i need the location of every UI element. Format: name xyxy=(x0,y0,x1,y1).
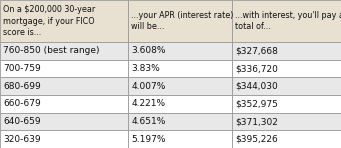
Bar xyxy=(128,77,232,95)
Bar xyxy=(232,0,341,42)
Bar xyxy=(128,130,232,148)
Text: $344,030: $344,030 xyxy=(235,82,278,91)
Bar xyxy=(232,77,341,95)
Bar xyxy=(232,60,341,77)
Bar xyxy=(0,60,128,77)
Text: 760-850 (best range): 760-850 (best range) xyxy=(3,46,100,56)
Text: 5.197%: 5.197% xyxy=(131,135,166,144)
Text: 680-699: 680-699 xyxy=(3,82,41,91)
Text: On a $200,000 30-year
mortgage, if your FICO
score is...: On a $200,000 30-year mortgage, if your … xyxy=(3,5,96,37)
Text: $327,668: $327,668 xyxy=(235,46,278,56)
Bar xyxy=(0,95,128,113)
Text: $371,302: $371,302 xyxy=(235,117,278,126)
Bar xyxy=(0,113,128,130)
Bar xyxy=(0,130,128,148)
Bar xyxy=(0,42,128,60)
Text: ...with interest, you'll pay a
total of...: ...with interest, you'll pay a total of.… xyxy=(235,11,341,31)
Bar xyxy=(128,113,232,130)
Text: 660-679: 660-679 xyxy=(3,99,41,108)
Bar xyxy=(232,113,341,130)
Text: 3.83%: 3.83% xyxy=(131,64,160,73)
Text: 4.651%: 4.651% xyxy=(131,117,166,126)
Text: 4.221%: 4.221% xyxy=(131,99,165,108)
Text: 320-639: 320-639 xyxy=(3,135,41,144)
Bar xyxy=(232,130,341,148)
Bar xyxy=(128,42,232,60)
Bar xyxy=(0,77,128,95)
Text: 3.608%: 3.608% xyxy=(131,46,166,56)
Text: 640-659: 640-659 xyxy=(3,117,41,126)
Text: 700-759: 700-759 xyxy=(3,64,41,73)
Text: ...your APR (interest rate)
will be...: ...your APR (interest rate) will be... xyxy=(131,11,234,31)
Text: $336,720: $336,720 xyxy=(235,64,278,73)
Bar xyxy=(128,95,232,113)
Bar xyxy=(0,0,128,42)
Bar xyxy=(232,42,341,60)
Text: $395,226: $395,226 xyxy=(235,135,278,144)
Text: 4.007%: 4.007% xyxy=(131,82,166,91)
Bar xyxy=(128,0,232,42)
Bar xyxy=(128,60,232,77)
Text: $352,975: $352,975 xyxy=(235,99,278,108)
Bar xyxy=(232,95,341,113)
